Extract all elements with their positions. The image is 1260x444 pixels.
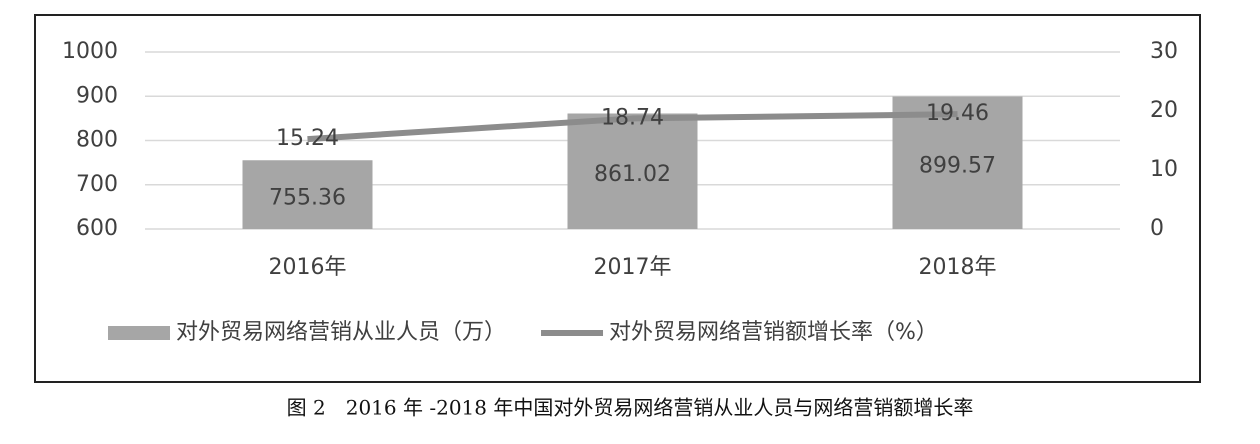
y2-tick-label: 20 <box>1150 98 1178 123</box>
chart-frame <box>34 14 1201 383</box>
x-tick-label: 2016年 <box>269 255 347 280</box>
y-tick-label: 700 <box>76 172 118 197</box>
y2-tick-label: 30 <box>1150 39 1178 64</box>
data-label: 15.24 <box>276 126 339 151</box>
data-label: 18.74 <box>601 105 664 130</box>
y-tick-label: 1000 <box>62 39 118 64</box>
bar <box>567 113 698 229</box>
legend-label: 对外贸易网络营销额增长率（%） <box>609 320 938 345</box>
y-tick-label: 600 <box>76 216 118 241</box>
x-tick-label: 2018年 <box>919 255 997 280</box>
bar <box>892 96 1023 229</box>
y2-tick-label: 0 <box>1150 216 1164 241</box>
x-tick-label: 2017年 <box>594 255 672 280</box>
legend-swatch <box>108 326 170 340</box>
line <box>307 111 958 143</box>
y2-tick-label: 10 <box>1150 157 1178 182</box>
data-label: 19.46 <box>926 101 989 126</box>
legend-label: 对外贸易网络营销从业人员（万） <box>176 320 506 345</box>
data-label: 861.02 <box>594 162 671 187</box>
y-tick-label: 900 <box>76 83 118 108</box>
data-label: 899.57 <box>919 154 996 179</box>
y-tick-label: 800 <box>76 128 118 153</box>
bar <box>242 160 373 229</box>
data-label: 755.36 <box>269 186 346 211</box>
caption: 图 2 2016 年 -2018 年中国对外贸易网络营销从业人员与网络营销额增长… <box>287 396 974 420</box>
